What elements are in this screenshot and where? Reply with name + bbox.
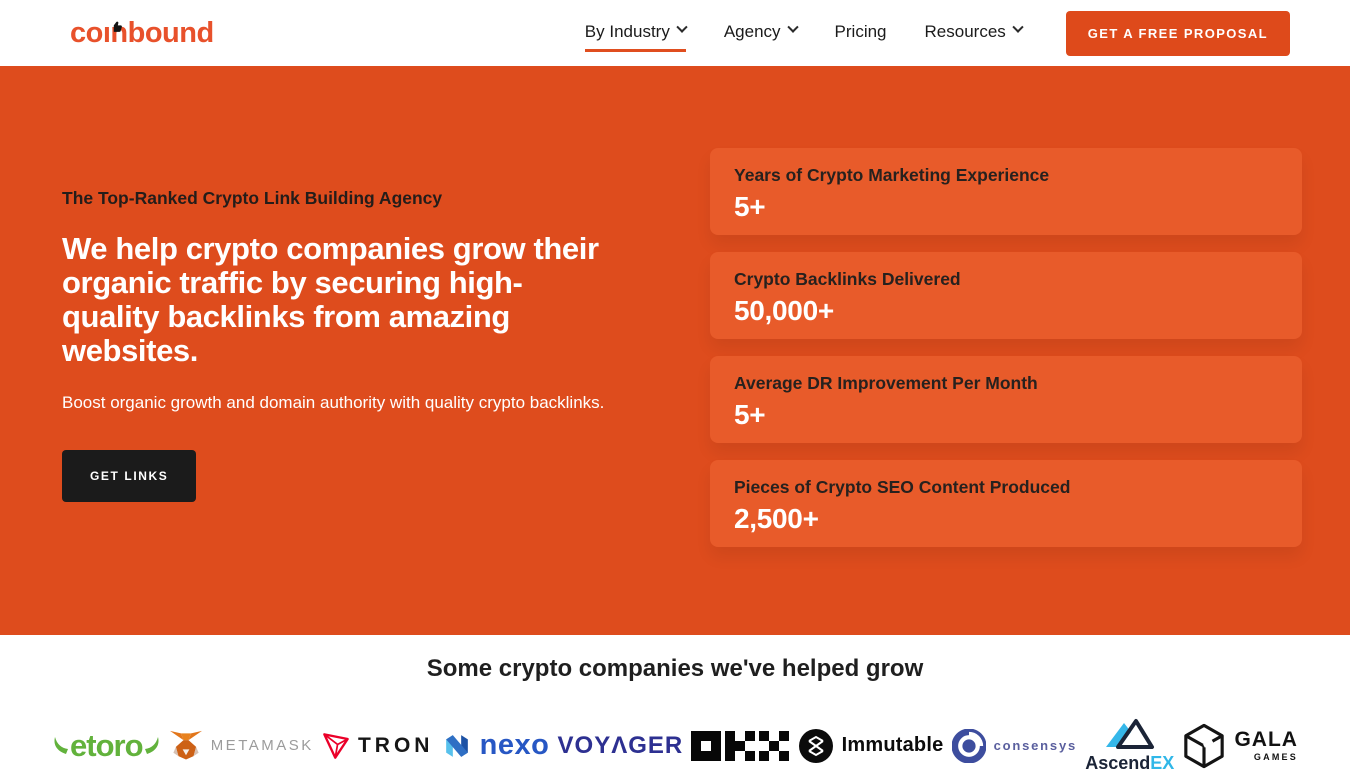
- voyager-logo: VOYΛGER: [558, 732, 684, 760]
- hero-headline: We help crypto companies grow their orga…: [62, 232, 647, 368]
- stat-value: 5+: [734, 399, 766, 430]
- main-nav: By Industry Agency Pricing Resources: [584, 22, 1024, 52]
- consensys-logo-text: consensys: [993, 738, 1078, 753]
- voyager-logo-text: VOYΛGER: [557, 731, 684, 759]
- consensys-icon: [951, 728, 986, 763]
- hero-subtext: Boost organic growth and domain authorit…: [62, 393, 605, 412]
- gala-games-logo: GALA GAMES: [1182, 723, 1298, 769]
- etoro-right-horn-icon: [144, 736, 159, 754]
- ascendex-text-main: Ascend: [1085, 753, 1151, 773]
- ascendex-icon: [1105, 719, 1154, 749]
- nav-item-label: Resources: [924, 21, 1006, 41]
- stat-card-seo-content: Pieces of Crypto SEO Content Produced 2,…: [710, 460, 1302, 547]
- stat-card-dr-improvement: Average DR Improvement Per Month 5+: [710, 356, 1302, 443]
- nav-item-resources[interactable]: Resources: [924, 21, 1024, 52]
- stat-card-backlinks: Crypto Backlinks Delivered 50,000+: [710, 252, 1302, 339]
- stat-value: 2,500+: [734, 503, 819, 534]
- metamask-fox-icon: [169, 730, 202, 759]
- thumbs-up-icon: [110, 8, 123, 41]
- okx-logo: [691, 730, 790, 761]
- chevron-down-icon: [1012, 21, 1024, 33]
- ascendex-logo-text: AscendEX: [1085, 753, 1174, 774]
- stat-label: Pieces of Crypto SEO Content Produced: [734, 477, 1071, 497]
- nav-item-label: Pricing: [834, 21, 887, 41]
- coinbound-logo-text: coınbound: [70, 16, 214, 49]
- nav-item-agency[interactable]: Agency: [723, 21, 799, 52]
- hero-headline-line: quality backlinks from amazing: [62, 299, 510, 334]
- stat-card-experience: Years of Crypto Marketing Experience 5+: [710, 148, 1302, 235]
- clients-section: Some crypto companies we've helped grow …: [0, 635, 1350, 774]
- chevron-down-icon: [786, 21, 799, 33]
- nav-item-pricing[interactable]: Pricing: [835, 22, 887, 52]
- metamask-logo: METAMASK: [169, 730, 314, 762]
- etoro-logo-text: etoro: [70, 727, 143, 763]
- hero-copy: The Top-Ranked Crypto Link Building Agen…: [62, 188, 647, 635]
- get-links-button[interactable]: GET LINKS: [62, 450, 197, 502]
- get-free-proposal-button[interactable]: GET A FREE PROPOSAL: [1065, 10, 1290, 56]
- stat-value: 50,000+: [734, 295, 834, 326]
- chevron-down-icon: [676, 21, 688, 33]
- coinbound-logo[interactable]: coınbound: [70, 17, 214, 50]
- immutable-logo: Immutable: [798, 728, 944, 764]
- okx-icon: [691, 730, 790, 761]
- etoro-left-horn-icon: [54, 736, 68, 754]
- nav-item-label: By Industry: [584, 21, 670, 41]
- nav-item-by-industry[interactable]: By Industry: [584, 21, 688, 52]
- hero-headline-line: websites.: [62, 333, 198, 368]
- nav-item-label: Agency: [723, 21, 781, 41]
- gala-text-main: GALA: [1234, 728, 1298, 751]
- ascendex-logo: AscendEX: [1085, 717, 1174, 774]
- etoro-logo: etoro: [52, 728, 161, 764]
- tron-logo-text: TRON: [357, 733, 434, 757]
- hero-eyebrow: The Top-Ranked Crypto Link Building Agen…: [62, 188, 443, 208]
- tron-logo: TRON: [322, 732, 434, 760]
- nexo-icon: [445, 734, 468, 757]
- ascendex-text-accent: EX: [1150, 753, 1175, 773]
- hero-headline-line: organic traffic by securing high-: [62, 265, 523, 300]
- nexo-logo-text: nexo: [479, 729, 550, 761]
- clients-heading: Some crypto companies we've helped grow: [426, 655, 924, 682]
- hero-headline-line: We help crypto companies grow their: [62, 231, 599, 266]
- gala-cube-icon: [1184, 723, 1225, 768]
- stats-panel: Years of Crypto Marketing Experience 5+ …: [710, 148, 1302, 635]
- gala-logo-text: GALA GAMES: [1234, 729, 1298, 762]
- site-header: coınbound By Industry Agency Pricing Res…: [0, 0, 1350, 66]
- immutable-icon: [798, 728, 833, 763]
- tron-icon: [323, 732, 349, 759]
- consensys-logo: consensys: [951, 728, 1078, 763]
- stat-value: 5+: [734, 191, 766, 222]
- immutable-logo-text: Immutable: [841, 734, 944, 756]
- stat-label: Average DR Improvement Per Month: [734, 373, 1038, 393]
- stat-label: Crypto Backlinks Delivered: [734, 269, 961, 289]
- stat-label: Years of Crypto Marketing Experience: [734, 165, 1050, 185]
- client-logos-row: etoro METAMASK: [0, 717, 1350, 774]
- hero-section: The Top-Ranked Crypto Link Building Agen…: [0, 66, 1350, 635]
- metamask-logo-text: METAMASK: [210, 737, 314, 754]
- nexo-logo: nexo: [442, 729, 550, 762]
- gala-text-sub: GAMES: [1253, 752, 1298, 762]
